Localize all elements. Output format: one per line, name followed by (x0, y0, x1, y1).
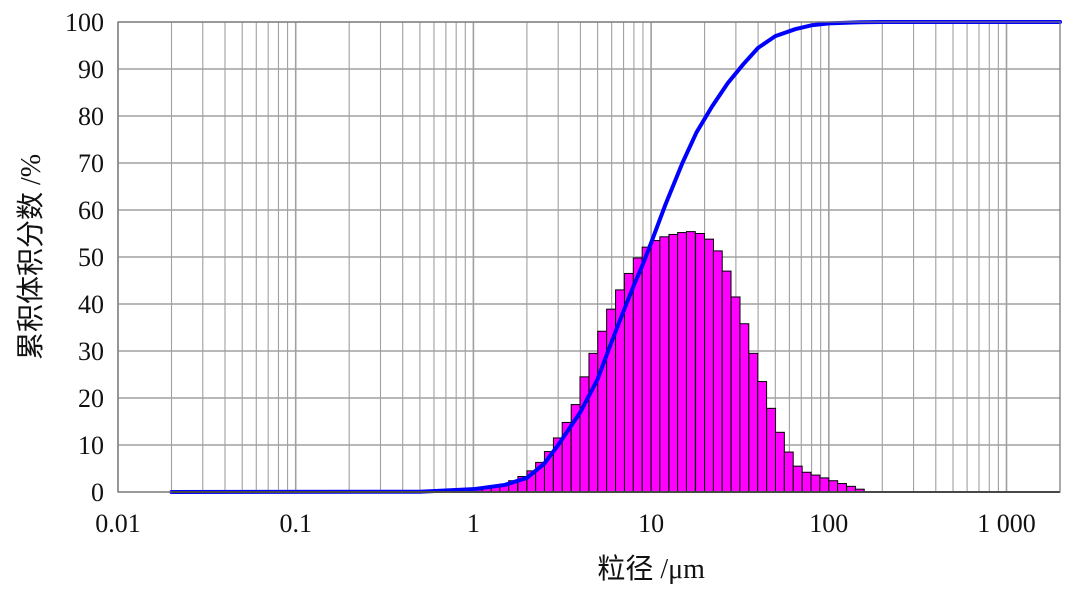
x-tick-label: 100 (809, 509, 848, 538)
histogram-bar (588, 352, 599, 493)
y-tick-label: 0 (91, 478, 104, 507)
cumulative-curve (169, 20, 1062, 494)
histogram-bar (801, 471, 812, 493)
x-tick-label: 10 (638, 509, 664, 538)
x-tick-label: 1 000 (977, 509, 1036, 538)
cumulative-line (169, 20, 1062, 494)
y-tick-label: 30 (78, 337, 104, 366)
x-tick-label: 0.01 (95, 509, 141, 538)
histogram-bar (783, 451, 794, 493)
y-tick-label: 50 (78, 243, 104, 272)
histogram-bar (704, 238, 714, 493)
y-tick-label: 10 (78, 431, 104, 460)
histogram-bar (792, 465, 803, 493)
histogram-bar (685, 231, 696, 493)
histogram-bar (721, 270, 732, 493)
histogram-bar (641, 246, 652, 493)
histogram-bar (712, 250, 723, 493)
histogram-bar (659, 236, 670, 493)
y-tick-labels: 0 10 20 30 40 50 60 70 80 90 100 (65, 8, 104, 507)
x-tick-labels: 0.01 0.1 1 10 100 1 000 (95, 509, 1036, 538)
bars (472, 231, 865, 493)
y-axis-title: 累积体积分数 /% (15, 154, 47, 360)
x-tick-label: 0.1 (279, 509, 312, 538)
x-tick-label: 1 (467, 509, 480, 538)
histogram-bar (677, 232, 688, 493)
plot-frame (117, 21, 1061, 493)
histogram-bar (650, 240, 661, 493)
histogram-bar (632, 257, 643, 493)
histogram-bar (828, 480, 839, 493)
histogram-bar (730, 296, 741, 493)
histogram-bar (774, 431, 785, 493)
histogram-bar (739, 323, 750, 493)
y-tick-label: 80 (78, 102, 104, 131)
histogram-bar (668, 233, 679, 493)
histogram-bar (757, 381, 768, 493)
y-tick-label: 20 (78, 384, 104, 413)
y-tick-label: 70 (78, 149, 104, 178)
y-tick-label: 40 (78, 290, 104, 319)
y-tick-label: 90 (78, 55, 104, 84)
y-tick-label: 60 (78, 196, 104, 225)
histogram-bar (766, 407, 777, 493)
histogram-bar (810, 474, 821, 493)
histogram-bar (695, 233, 705, 493)
x-axis-title: 粒径 /μm (597, 553, 705, 585)
y-tick-label: 100 (65, 8, 104, 37)
histogram-bar (748, 352, 759, 493)
histogram-bar (819, 477, 830, 493)
histogram-bar (837, 483, 847, 493)
